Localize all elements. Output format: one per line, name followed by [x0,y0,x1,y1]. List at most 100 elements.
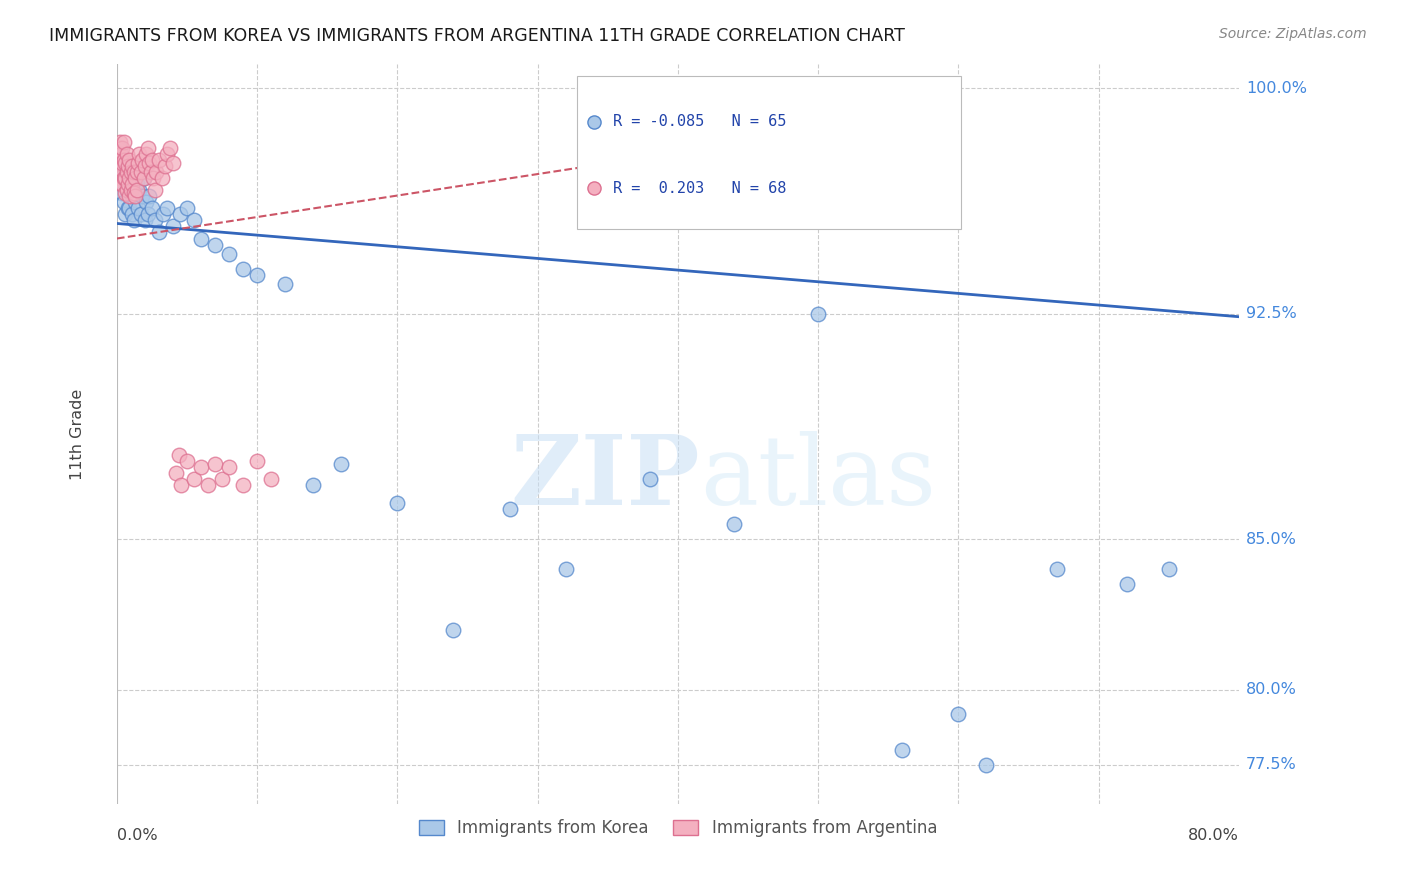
Point [148,226,170,240]
Point [134,159,156,173]
Text: ZIP: ZIP [510,432,700,525]
Text: R = -0.085   N = 65: R = -0.085 N = 65 [613,114,787,129]
Point [136,207,159,221]
Point [107,156,129,170]
Point [142,171,165,186]
Point [114,186,136,201]
Point [112,135,135,149]
Point [218,460,240,475]
Text: 85.0%: 85.0% [1246,532,1296,547]
Point [330,457,353,471]
Point [891,743,914,757]
Point [150,171,173,186]
Point [211,472,233,486]
Point [117,202,139,216]
Point [169,207,191,221]
Point [118,171,141,186]
Point [115,147,138,161]
Point [176,454,198,468]
Text: 80.0%: 80.0% [1246,682,1296,698]
Point [128,183,150,197]
Point [1157,562,1180,576]
Legend: Immigrants from Korea, Immigrants from Argentina: Immigrants from Korea, Immigrants from A… [412,813,943,844]
Point [115,183,138,197]
Point [246,268,269,282]
Point [112,153,135,168]
Point [121,178,143,192]
Point [167,448,190,462]
Point [118,159,141,173]
Point [176,202,198,216]
Point [143,213,166,227]
Point [120,165,142,179]
Point [143,183,166,197]
Point [132,171,155,186]
Point [156,147,179,161]
Point [118,202,141,216]
Point [159,141,181,155]
Point [443,623,465,637]
Point [111,186,134,201]
Point [112,171,135,186]
Point [153,159,176,173]
Point [121,189,143,203]
Point [170,478,193,492]
Point [121,207,143,221]
Point [125,165,148,179]
Point [125,178,148,192]
Point [152,207,174,221]
Point [124,189,146,203]
Point [111,178,134,192]
Point [107,141,129,155]
Point [129,165,152,179]
Point [108,165,131,179]
Point [111,171,134,186]
Point [115,183,138,197]
Point [120,165,142,179]
Point [387,496,409,510]
Point [114,171,136,186]
Text: IMMIGRANTS FROM KOREA VS IMMIGRANTS FROM ARGENTINA 11TH GRADE CORRELATION CHART: IMMIGRANTS FROM KOREA VS IMMIGRANTS FROM… [49,27,905,45]
Point [162,219,184,234]
Point [554,562,576,576]
Text: 100.0%: 100.0% [1246,80,1306,95]
Point [124,195,146,210]
Point [118,153,141,168]
Point [582,181,605,195]
Point [110,178,132,192]
Point [110,178,132,192]
Point [111,156,134,170]
Point [807,307,830,321]
Point [108,171,131,186]
Point [122,186,145,201]
Text: 77.5%: 77.5% [1246,757,1296,772]
Point [134,213,156,227]
Point [108,141,131,155]
Point [976,757,998,772]
Point [141,153,163,168]
Point [139,165,162,179]
Point [118,189,141,203]
FancyBboxPatch shape [576,76,962,229]
Point [197,478,219,492]
Point [124,171,146,186]
Point [110,153,132,168]
Point [141,202,163,216]
Point [128,147,150,161]
Point [110,147,132,161]
Point [136,141,159,155]
Point [117,178,139,192]
Point [204,457,226,471]
Point [165,466,187,480]
Point [127,202,149,216]
Point [135,195,157,210]
Point [582,114,605,128]
Point [498,502,520,516]
Point [111,141,134,155]
Point [121,159,143,173]
Point [232,478,254,492]
Point [138,156,160,170]
Text: R =  0.203   N = 68: R = 0.203 N = 68 [613,181,787,195]
Point [110,162,132,177]
Point [131,189,153,203]
